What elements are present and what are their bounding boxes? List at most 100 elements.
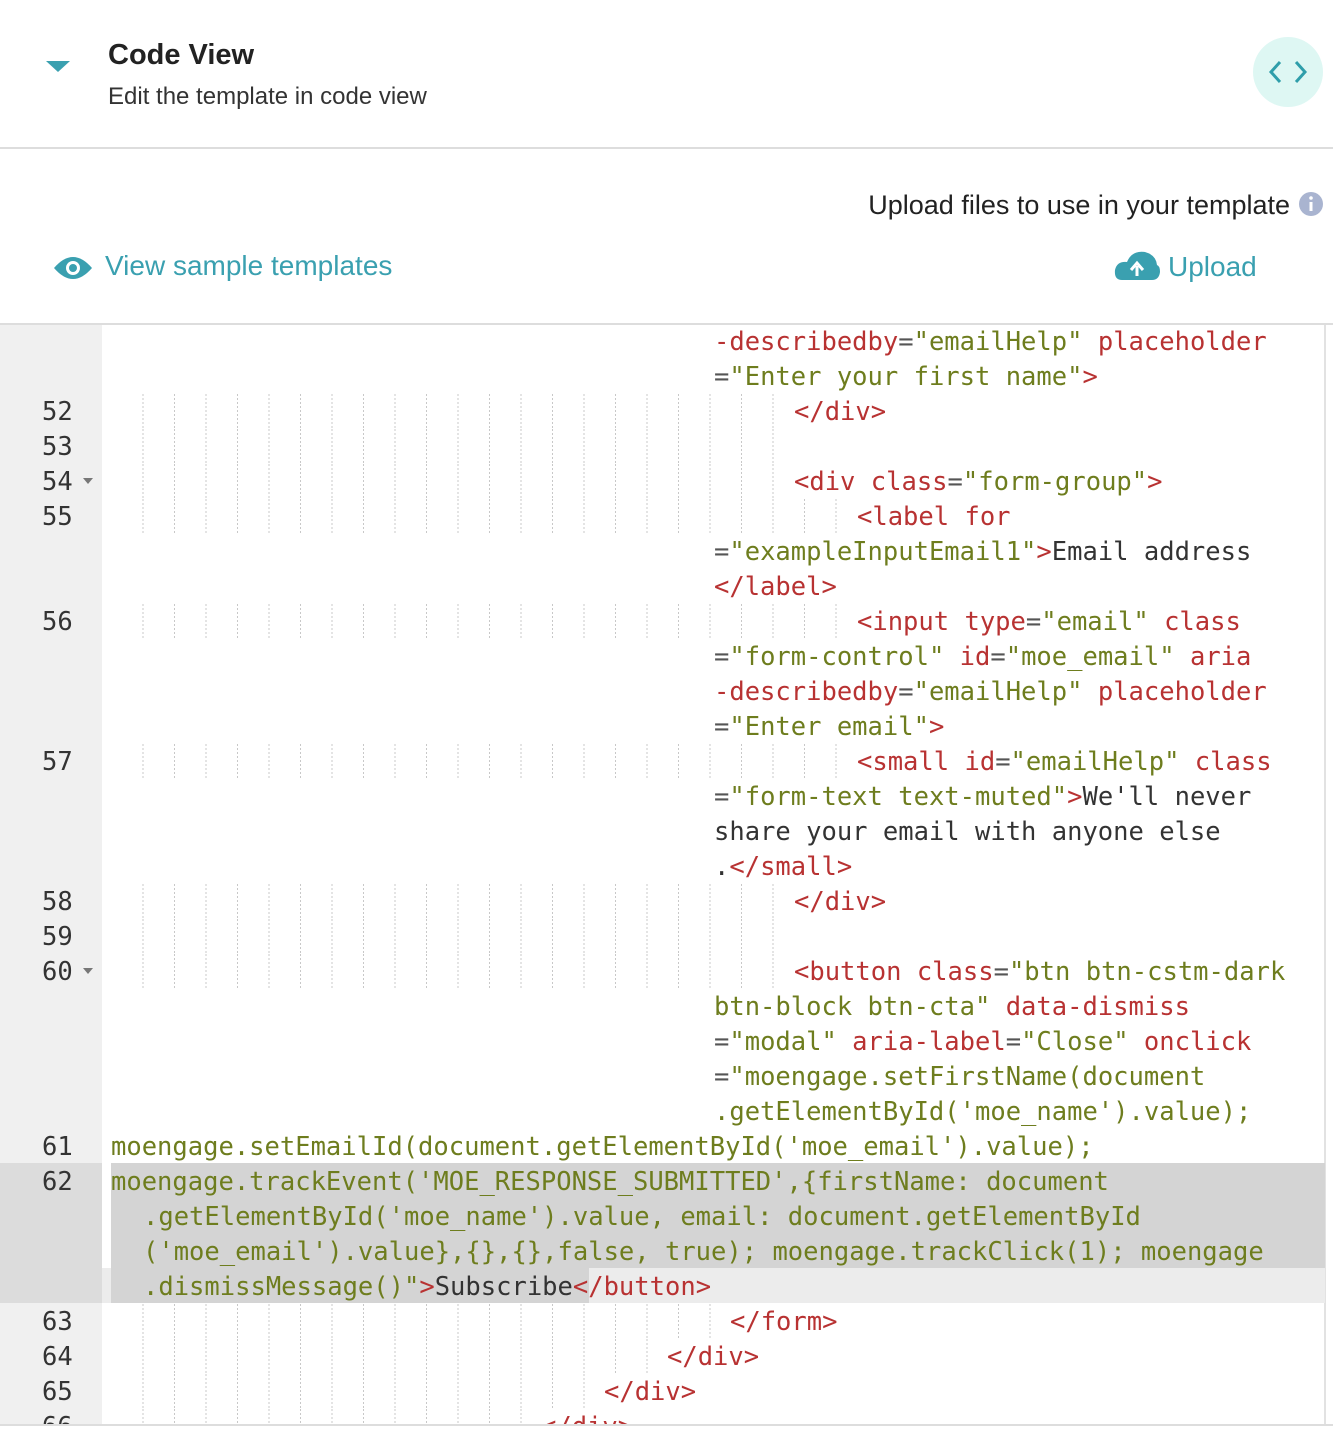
line-number: 66: [42, 1412, 73, 1432]
code-token: =: [898, 677, 913, 707]
code-token: "emailHelp": [914, 677, 1083, 707]
code-token: <input: [857, 607, 949, 637]
code-token: <div: [794, 467, 855, 497]
info-icon[interactable]: [1299, 192, 1323, 216]
line-number: 55: [42, 502, 73, 532]
code-token: moengage.setEmailId(document.getElementB…: [111, 1132, 1094, 1162]
code-token: </div>: [541, 1412, 633, 1432]
line-number: 56: [42, 607, 73, 637]
code-line: moengage.trackEvent('MOE_RESPONSE_SUBMIT…: [111, 1167, 1109, 1197]
code-token: .: [714, 852, 729, 882]
upload-hint: Upload files to use in your template: [868, 190, 1290, 220]
code-token: =: [714, 1027, 729, 1057]
code-token: "form-control": [729, 642, 944, 672]
code-token: "btn btn-cstm-dark: [1009, 957, 1285, 987]
code-line: .</small>: [714, 852, 852, 882]
fold-marker[interactable]: [83, 478, 93, 484]
code-token: -describedby: [714, 677, 898, 707]
code-line: ="form-control" id="moe_email" aria: [714, 642, 1251, 672]
code-line: <small id="emailHelp" class: [857, 747, 1272, 777]
code-line: btn-block btn-cta" data-dismiss: [714, 992, 1190, 1022]
code-token: btn-block btn-cta": [714, 992, 990, 1022]
code-line: .dismissMessage()">Subscribe</button>: [143, 1272, 711, 1302]
code-token: id: [949, 747, 995, 777]
code-token: Email address: [1052, 537, 1252, 567]
code-token: Subscribe: [435, 1272, 573, 1302]
upload-button[interactable]: Upload: [1168, 251, 1257, 282]
code-line: share your email with anyone else: [714, 817, 1221, 847]
code-token: "moengage.setFirstName(document: [729, 1062, 1205, 1092]
code-token: =: [714, 362, 729, 392]
code-token: >: [1067, 782, 1082, 812]
code-token: =: [994, 957, 1009, 987]
code-token: </div>: [794, 397, 886, 427]
code-token: </div>: [604, 1377, 696, 1407]
code-token: "form-text text-muted": [729, 782, 1067, 812]
selection: [111, 1233, 1325, 1268]
code-token: >: [929, 712, 944, 742]
code-token: </button>: [573, 1272, 711, 1302]
collapse-toggle[interactable]: [46, 61, 70, 72]
code-line: <input type="email" class: [857, 607, 1241, 637]
line-number: 54: [42, 467, 73, 497]
section-title: Code View: [108, 39, 255, 71]
code-token: =: [1026, 607, 1041, 637]
code-token: "moe_email": [1006, 642, 1175, 672]
code-token: "email": [1041, 607, 1148, 637]
line-number: 58: [42, 887, 73, 917]
code-token: "emailHelp": [914, 327, 1083, 357]
code-token: >: [1147, 467, 1162, 497]
code-token: "Enter your first name": [729, 362, 1082, 392]
code-line: ="modal" aria-label="Close" onclick: [714, 1027, 1251, 1057]
line-number: 64: [42, 1342, 73, 1372]
selection: [111, 1163, 1325, 1198]
code-line: -describedby="emailHelp" placeholder: [714, 677, 1267, 707]
fold-marker[interactable]: [83, 968, 93, 974]
code-line: moengage.setEmailId(document.getElementB…: [111, 1132, 1094, 1162]
code-line: </div>: [794, 887, 886, 917]
code-token: for: [949, 502, 1010, 532]
gutter-active: [0, 1198, 102, 1233]
code-line: <label for: [857, 502, 1011, 532]
gutter-active: [0, 1268, 102, 1303]
sample-templates-link[interactable]: View sample templates: [105, 250, 392, 281]
gutter-active: [0, 1233, 102, 1268]
code-line: ="Enter email">: [714, 712, 944, 742]
code-token: .dismissMessage()": [143, 1272, 419, 1302]
code-token: moengage.trackEvent('MOE_RESPONSE_SUBMIT…: [111, 1167, 1109, 1197]
code-line: </div>: [667, 1342, 759, 1372]
line-number: 53: [42, 432, 73, 462]
code-token: =: [714, 1062, 729, 1092]
line-number: 65: [42, 1377, 73, 1407]
code-view-button[interactable]: [1253, 37, 1323, 107]
code-line: ="exampleInputEmail1">Email address: [714, 537, 1251, 567]
line-number: 57: [42, 747, 73, 777]
eye-icon: [54, 257, 92, 279]
code-line: </form>: [730, 1307, 837, 1337]
code-line: ="Enter your first name">: [714, 362, 1098, 392]
code-token: =: [1006, 1027, 1021, 1057]
code-token: </label>: [714, 572, 837, 602]
code-token: </div>: [794, 887, 886, 917]
code-token: <small: [857, 747, 949, 777]
code-token: .getElementById('moe_name').value, email…: [143, 1202, 1141, 1232]
line-number: 60: [42, 957, 73, 987]
code-editor[interactable]: -describedby="emailHelp" placeholder="En…: [0, 325, 1326, 1432]
code-token: </small>: [729, 852, 852, 882]
line-number: 52: [42, 397, 73, 427]
code-token: </div>: [667, 1342, 759, 1372]
code-token: class: [855, 467, 947, 497]
code-token: >: [1082, 362, 1097, 392]
code-line: ('moe_email').value},{},{},false, true);…: [143, 1237, 1264, 1267]
code-line: ="form-text text-muted">We'll never: [714, 782, 1251, 812]
line-number: 61: [42, 1132, 73, 1162]
code-token: =: [948, 467, 963, 497]
code-token: placeholder: [1082, 327, 1266, 357]
code-token: "emailHelp": [1011, 747, 1180, 777]
code-token: "modal": [729, 1027, 836, 1057]
line-number: 59: [42, 922, 73, 952]
code-token: >: [1036, 537, 1051, 567]
code-token: <label: [857, 502, 949, 532]
code-token: ('moe_email').value},{},{},false, true);…: [143, 1237, 1264, 1267]
